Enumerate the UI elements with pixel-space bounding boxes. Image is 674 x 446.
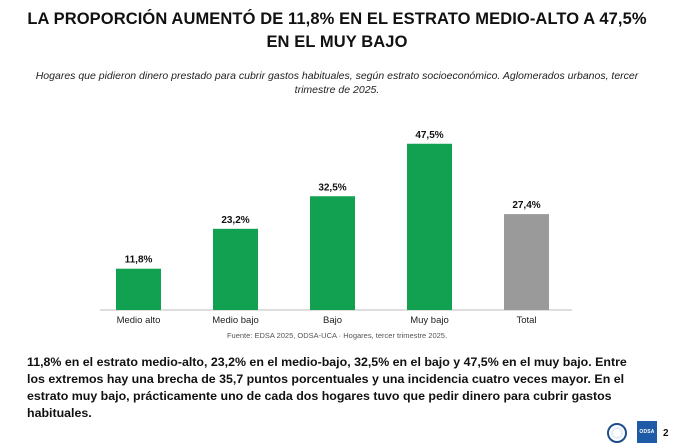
chart-subtitle: Hogares que pidieron dinero prestado par… bbox=[35, 70, 639, 96]
data-label: 23,2% bbox=[221, 215, 249, 226]
bar-medio-bajo bbox=[213, 228, 258, 310]
bar-total bbox=[504, 214, 549, 310]
category-tick-label: Total bbox=[516, 315, 536, 326]
chart-source: Fuente: EDSA 2025, ODSA-UCA · Hogares, t… bbox=[226, 331, 448, 340]
uca-seal-logo bbox=[607, 423, 627, 443]
data-label: 27,4% bbox=[512, 200, 540, 211]
bar-bajo bbox=[310, 196, 355, 310]
page-title: LA PROPORCIÓN AUMENTÓ DE 11,8% EN EL EST… bbox=[27, 10, 647, 51]
page-number: 2 bbox=[663, 428, 669, 439]
summary-paragraph: 11,8% en el estrato medio-alto, 23,2% en… bbox=[27, 355, 627, 420]
odsa-logo: ODSA bbox=[637, 421, 657, 443]
category-tick-label: Medio alto bbox=[117, 315, 161, 326]
bar-medio-alto bbox=[116, 268, 161, 310]
bar-chart: 11,8% Medio alto 23,2% Medio bajo 32,5% Bajo 4… bbox=[100, 130, 572, 326]
data-label: 32,5% bbox=[318, 182, 346, 193]
category-tick-label: Muy bajo bbox=[410, 315, 449, 326]
data-label: 47,5% bbox=[415, 130, 443, 141]
category-tick-label: Medio bajo bbox=[212, 315, 258, 326]
data-label: 11,8% bbox=[125, 255, 153, 266]
category-tick-label: Bajo bbox=[323, 315, 342, 326]
bar-muy-bajo bbox=[407, 143, 452, 310]
